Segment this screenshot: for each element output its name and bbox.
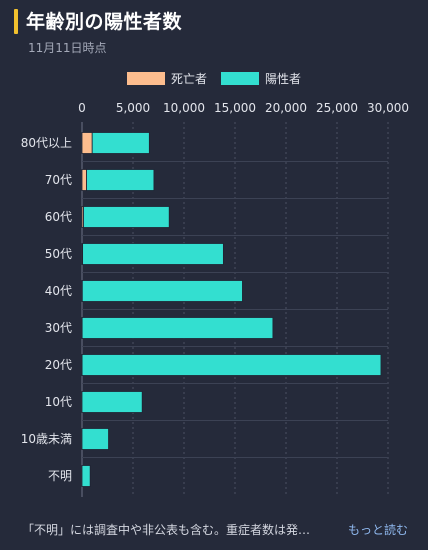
y-category-label: 70代 [45,173,72,187]
x-tick-label: 20,000 [265,101,307,115]
bar-positive[interactable] [83,206,170,228]
y-category-label: 20代 [45,358,72,372]
x-tick-label: 30,000 [367,101,409,115]
y-category-label: 30代 [45,321,72,335]
legend-item-deaths[interactable]: 死亡者 [126,70,207,87]
chart-title: 年齢別の陽性者数 [26,11,183,33]
bar-positive[interactable] [81,354,382,376]
bar-positive[interactable] [81,465,91,487]
legend-label-positive: 陽性者 [265,72,302,86]
y-category-label: 40代 [45,284,72,298]
bar-layer [81,132,382,487]
x-tick-label: 0 [78,101,86,115]
legend-swatch-deaths [126,72,165,85]
title-accent-bar [14,9,18,34]
x-tick-label: 10,000 [163,101,205,115]
x-tick-label: 15,000 [214,101,256,115]
y-category-label: 10代 [45,395,72,409]
y-category-label: 50代 [45,247,72,261]
legend-label-deaths: 死亡者 [170,72,207,86]
y-category-label: 80代以上 [21,136,72,150]
bar-positive[interactable] [81,317,274,339]
bar-positive[interactable] [81,391,143,413]
bar-positive[interactable] [81,428,109,450]
chart-legend: 死亡者 陽性者 [0,70,428,87]
y-category-label: 不明 [48,469,72,483]
y-category-label: 10歳未満 [21,432,72,446]
read-more-link[interactable]: もっと読む [348,523,409,537]
x-tick-label: 25,000 [316,101,358,115]
label-layer: 0 5,000 10,000 15,000 20,000 25,000 30,000 80代以… [21,101,409,483]
footer: 「不明」には調査中や非公表も含む。重症者数は発… もっと読む [0,516,428,546]
bar-deaths[interactable] [81,132,93,154]
legend-item-positive[interactable]: 陽性者 [221,70,301,87]
legend-swatch-positive [221,72,259,85]
bar-positive[interactable] [82,243,224,265]
bar-deaths[interactable] [81,169,87,191]
y-category-label: 60代 [45,210,72,224]
bar-positive[interactable] [91,132,150,154]
bar-positive[interactable] [81,280,243,302]
chart-subtitle: 11月11日時点 [28,41,107,55]
bar-chart: 0 5,000 10,000 15,000 20,000 25,000 30,000 80代以… [21,101,409,497]
footer-note: 「不明」には調査中や非公表も含む。重症者数は発… [22,523,311,537]
bar-positive[interactable] [86,169,155,191]
x-tick-label: 5,000 [116,101,150,115]
